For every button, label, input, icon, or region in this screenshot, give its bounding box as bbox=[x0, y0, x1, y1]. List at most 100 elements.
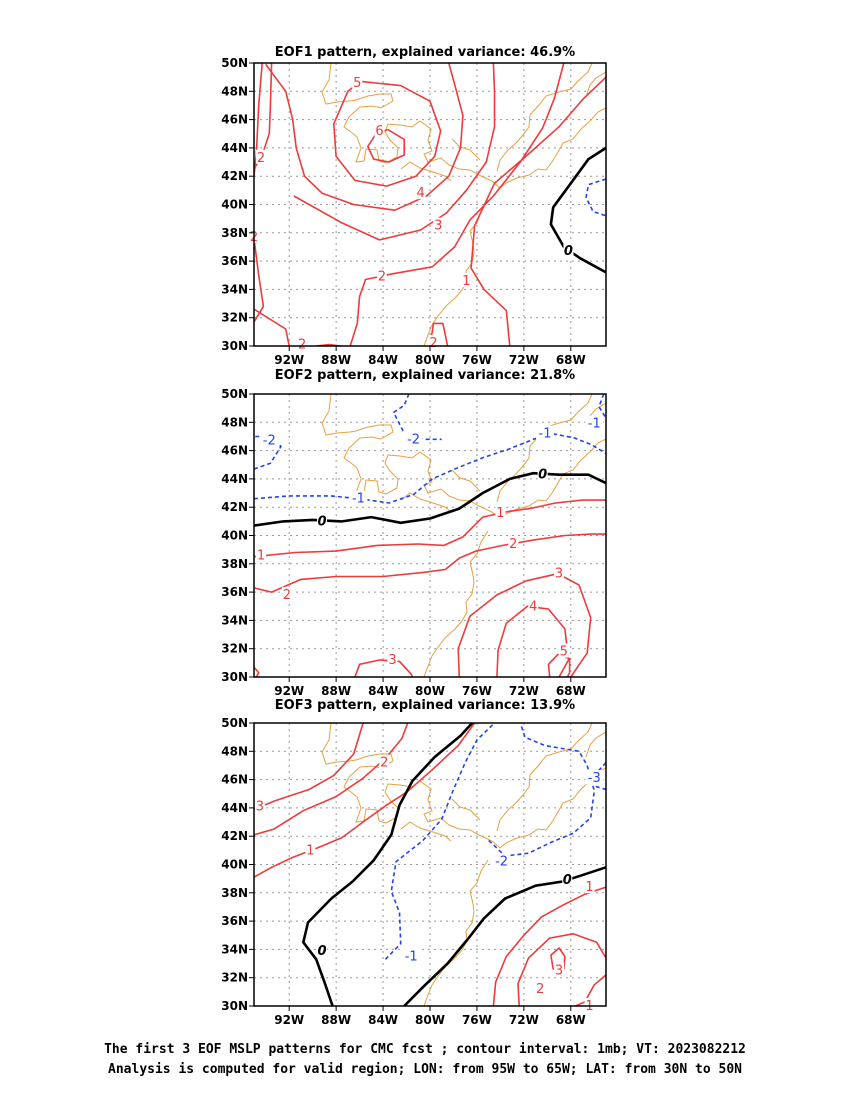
contour-label: 0 bbox=[564, 244, 573, 259]
x-tick-label: 80W bbox=[415, 353, 445, 367]
contour-label-bg bbox=[558, 643, 569, 658]
contour-label-bg bbox=[374, 122, 385, 137]
x-tick-label: 84W bbox=[368, 684, 398, 698]
contour-label-bg bbox=[260, 432, 279, 447]
coastline bbox=[400, 821, 452, 842]
contour-label-bg bbox=[352, 74, 363, 89]
x-tick-label: 80W bbox=[415, 684, 445, 698]
contour-label-bg bbox=[281, 586, 292, 601]
contour-label: 2 bbox=[536, 982, 544, 997]
x-tick-label: 88W bbox=[321, 684, 351, 698]
positive-contour bbox=[496, 605, 570, 677]
contours bbox=[254, 63, 606, 346]
contour-label: 5 bbox=[353, 76, 361, 91]
contour-label-bg bbox=[404, 431, 423, 446]
y-tick-label: 44N bbox=[221, 141, 248, 155]
negative-contour bbox=[254, 432, 606, 504]
coastline bbox=[423, 530, 489, 677]
contour-label: 5 bbox=[560, 645, 568, 660]
positive-contour bbox=[254, 723, 409, 836]
panel-title: EOF1 pattern, explained variance: 46.9% bbox=[275, 45, 575, 60]
negative-contour bbox=[488, 723, 596, 857]
contour-label: 2 bbox=[378, 270, 386, 285]
contour-label: 3 bbox=[256, 799, 264, 814]
x-tick-label: 72W bbox=[509, 684, 539, 698]
y-tick-label: 40N bbox=[221, 198, 248, 212]
coastline bbox=[423, 859, 489, 1006]
y-tick-label: 36N bbox=[221, 254, 248, 268]
positive-contour bbox=[254, 723, 476, 878]
y-tick-label: 38N bbox=[221, 886, 248, 900]
contour-label-bg bbox=[584, 879, 595, 894]
contour-label: 2 bbox=[509, 537, 517, 552]
y-tick-label: 42N bbox=[221, 829, 248, 843]
coastline bbox=[321, 723, 606, 849]
contour-label: 1 bbox=[257, 548, 265, 563]
x-tick-label: 68W bbox=[556, 353, 586, 367]
contour-label: -3 bbox=[588, 771, 601, 786]
contour-label: 0 bbox=[318, 514, 327, 529]
y-tick-label: 38N bbox=[221, 557, 248, 571]
coastline bbox=[400, 492, 452, 513]
figure-caption-line-1: The first 3 EOF MSLP patterns for CMC fc… bbox=[104, 1042, 746, 1057]
contour-labels: -2 -2 -1 -1 -1 0 0 1 1 2 2 3 3 4 5 bbox=[256, 415, 604, 668]
positive-contour bbox=[470, 76, 606, 346]
contour-label: 1 bbox=[462, 274, 470, 289]
positive-contour bbox=[517, 932, 606, 1006]
contour-label-bg bbox=[297, 336, 308, 351]
positive-contour bbox=[254, 723, 364, 811]
y-tick-label: 32N bbox=[221, 642, 248, 656]
y-tick-label: 48N bbox=[221, 744, 248, 758]
contour-label: -2 bbox=[263, 434, 276, 449]
zero-contour bbox=[549, 146, 606, 274]
coastline bbox=[400, 161, 452, 182]
coastline bbox=[496, 63, 593, 172]
contour-label-bg bbox=[585, 415, 604, 430]
contour-label: 2 bbox=[257, 151, 265, 166]
contour-label: 1 bbox=[496, 506, 504, 521]
y-tick-label: 42N bbox=[221, 500, 248, 514]
contour-label-bg bbox=[256, 547, 267, 562]
contour-label-bg bbox=[554, 962, 565, 977]
coastline bbox=[585, 731, 606, 758]
x-tick-label: 84W bbox=[368, 1013, 398, 1027]
contour-label-bg bbox=[563, 243, 574, 258]
coastline bbox=[321, 63, 606, 189]
contour-label-bg bbox=[402, 948, 421, 963]
positive-contour bbox=[349, 63, 565, 346]
coastline bbox=[496, 723, 593, 832]
y-tick-label: 34N bbox=[221, 282, 248, 296]
contour-label: 3 bbox=[555, 964, 563, 979]
x-tick-label: 72W bbox=[509, 1013, 539, 1027]
contour-label: 0 bbox=[318, 944, 327, 959]
contour-label: 2 bbox=[429, 336, 437, 351]
y-tick-label: 32N bbox=[221, 971, 248, 985]
contour-label-bg bbox=[256, 149, 267, 164]
positive-contour bbox=[254, 238, 265, 323]
figure-caption-line-2: Analysis is computed for valid region; L… bbox=[108, 1062, 742, 1077]
contour-label: -1 bbox=[588, 417, 601, 432]
y-tick-label: 50N bbox=[221, 387, 248, 401]
contour-label-bg bbox=[535, 425, 554, 440]
contour-label-bg bbox=[349, 490, 368, 505]
panel-title: EOF3 pattern, explained variance: 13.9% bbox=[275, 698, 575, 713]
positive-contour bbox=[265, 63, 464, 211]
positive-contour bbox=[254, 308, 290, 346]
coastline bbox=[585, 71, 606, 98]
y-tick-label: 36N bbox=[221, 914, 248, 928]
positive-contour bbox=[354, 659, 414, 677]
contour-label: 6 bbox=[375, 124, 383, 139]
coastline bbox=[451, 469, 481, 492]
contour-label: -2 bbox=[495, 855, 508, 870]
eof2-panel: EOF2 pattern, explained variance: 21.8% … bbox=[221, 368, 607, 698]
axis-ticks: 92W 88W 84W 80W 76W 72W 68W 30N 32N 34N 36N 38N 40N 4… bbox=[221, 56, 586, 367]
negative-contour bbox=[598, 394, 606, 419]
contour-label-bg bbox=[535, 981, 546, 996]
contour-label: 0 bbox=[563, 873, 572, 888]
contour-label: 1 bbox=[585, 880, 593, 895]
x-tick-label: 76W bbox=[462, 1013, 492, 1027]
y-tick-label: 30N bbox=[221, 999, 248, 1013]
negative-contour bbox=[585, 178, 606, 217]
positive-contour bbox=[254, 666, 260, 677]
y-tick-label: 50N bbox=[221, 56, 248, 70]
